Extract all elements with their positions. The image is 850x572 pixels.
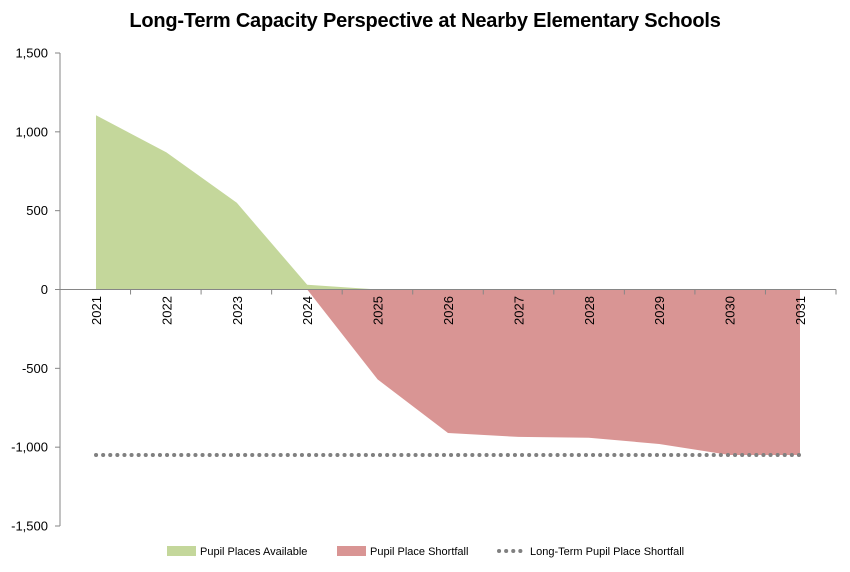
x-tick-label: 2027	[511, 296, 526, 325]
y-tick-label: 1,000	[15, 124, 48, 139]
y-tick-label: 500	[26, 203, 48, 218]
chart-title: Long-Term Capacity Perspective at Nearby…	[129, 10, 721, 32]
legend: Pupil Places Available Pupil Place Shortf…	[167, 546, 684, 558]
y-tick-label: -1,000	[11, 440, 48, 455]
y-tick-label: -500	[22, 361, 48, 376]
y-tick-label: 0	[41, 282, 48, 297]
area-pupil-places-available	[96, 115, 800, 290]
x-axis-ticks: 2021 2022 2023 2024 2025 2026 2027 2028 2029 2030…	[59, 289, 837, 325]
x-tick-label: 2029	[652, 296, 667, 325]
legend-swatch	[337, 546, 366, 556]
x-tick-label: 2026	[441, 296, 456, 325]
x-tick-label: 2022	[159, 296, 174, 325]
x-tick-label: 2023	[230, 296, 245, 325]
y-tick-label: 1,500	[15, 46, 48, 61]
legend-label: Pupil Places Available	[200, 546, 307, 558]
x-tick-label: 2031	[793, 296, 808, 325]
series-areas	[96, 115, 800, 456]
y-tick-label: -1,500	[11, 519, 48, 534]
legend-label: Long-Term Pupil Place Shortfall	[530, 546, 684, 558]
legend-swatch	[167, 546, 196, 556]
x-tick-label: 2024	[300, 296, 315, 325]
legend-label: Pupil Place Shortfall	[370, 546, 468, 558]
x-tick-label: 2030	[723, 296, 738, 325]
x-tick-label: 2025	[371, 296, 386, 325]
area-pupil-place-shortfall	[96, 289, 800, 456]
y-axis-ticks: 1,500 1,000 500 0 -500 -1,000 -1,500	[11, 46, 60, 534]
x-tick-label: 2028	[582, 296, 597, 325]
x-tick-label: 2021	[89, 296, 104, 325]
